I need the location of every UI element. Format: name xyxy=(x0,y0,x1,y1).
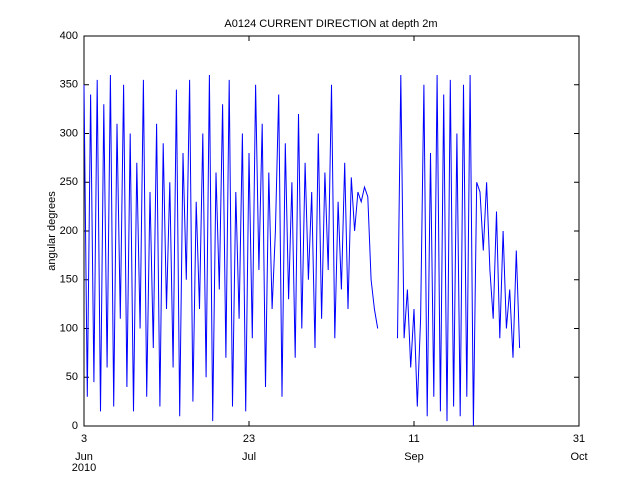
x-tick-label: 11 xyxy=(408,433,419,445)
x-tick-label: 3 xyxy=(81,433,87,445)
y-tick-label: 50 xyxy=(66,371,78,383)
y-axis-label: angular degrees xyxy=(46,191,58,271)
x-tick-label: 31 xyxy=(573,433,585,445)
x-tick-month: Sep xyxy=(404,451,424,463)
y-tick-label: 400 xyxy=(60,30,78,42)
y-tick-label: 300 xyxy=(60,127,78,139)
y-tick-label: 100 xyxy=(60,322,78,334)
y-tick-label: 0 xyxy=(72,420,78,432)
x-tick-month: Oct xyxy=(570,451,587,463)
x-tick-month: Jun xyxy=(75,451,93,463)
y-tick-label: 250 xyxy=(60,176,78,188)
y-tick-label: 350 xyxy=(60,79,78,91)
data-line xyxy=(83,74,521,427)
year-label: 2010 xyxy=(72,462,96,474)
x-tick-month: Jul xyxy=(242,451,256,463)
chart-title: A0124 CURRENT DIRECTION at depth 2m xyxy=(224,18,437,30)
y-tick-label: 200 xyxy=(60,225,78,237)
x-tick-label: 23 xyxy=(243,433,255,445)
y-tick-label: 150 xyxy=(60,274,78,286)
